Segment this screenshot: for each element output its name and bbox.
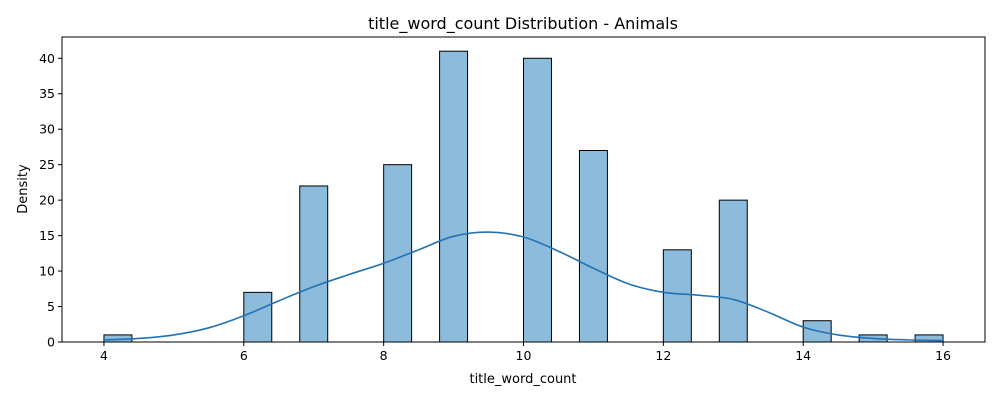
x-tick-label: 16 — [935, 348, 951, 363]
y-tick-label: 40 — [39, 51, 55, 66]
y-tick-label: 35 — [39, 86, 55, 101]
x-axis-label: title_word_count — [469, 372, 576, 387]
y-tick-label: 5 — [47, 299, 55, 314]
kde-layer — [103, 231, 944, 342]
histogram-bar — [578, 149, 608, 343]
y-tick-label: 15 — [39, 228, 55, 243]
histogram-bar — [718, 199, 748, 343]
y-tick-label: 0 — [47, 335, 55, 350]
histogram-bar — [439, 50, 469, 343]
x-tick-label: 12 — [655, 348, 671, 363]
histogram-bar — [243, 291, 273, 343]
x-tick-label: 8 — [380, 348, 388, 363]
x-tick-label: 6 — [240, 348, 248, 363]
y-axis-label: Density — [16, 164, 31, 214]
chart-title: title_word_count Distribution - Animals — [368, 14, 678, 34]
x-tick-label: 14 — [795, 348, 811, 363]
x-tick-label: 10 — [516, 348, 532, 363]
x-axis-ticks: 4 6 8 10 12 14 16 — [100, 342, 951, 363]
y-tick-label: 10 — [39, 264, 55, 279]
bars-layer — [103, 50, 944, 343]
histogram-bar — [662, 249, 692, 343]
x-tick-label: 4 — [100, 348, 108, 363]
y-axis-ticks: 0 5 10 15 20 25 30 35 40 — [39, 51, 62, 350]
histogram-bar — [299, 185, 329, 343]
y-tick-label: 20 — [39, 193, 55, 208]
kde-line — [103, 231, 944, 342]
histogram-bar — [523, 57, 552, 343]
y-tick-label: 25 — [39, 157, 55, 172]
y-tick-label: 30 — [39, 122, 55, 137]
